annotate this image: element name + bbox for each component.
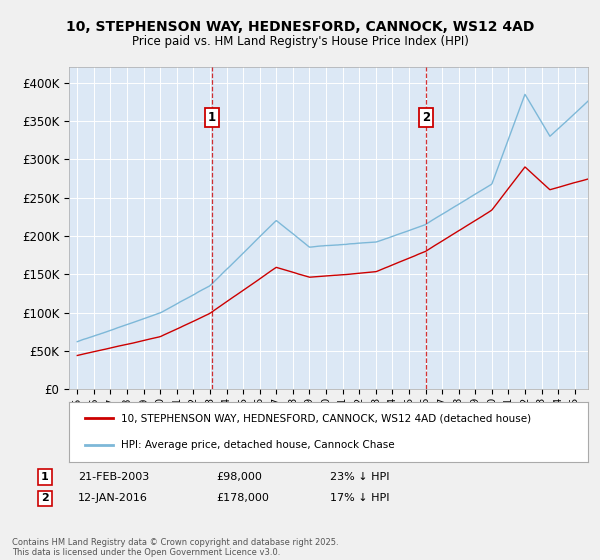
- Text: 12-JAN-2016: 12-JAN-2016: [78, 493, 148, 503]
- Text: 10, STEPHENSON WAY, HEDNESFORD, CANNOCK, WS12 4AD (detached house): 10, STEPHENSON WAY, HEDNESFORD, CANNOCK,…: [121, 413, 531, 423]
- Text: 17% ↓ HPI: 17% ↓ HPI: [330, 493, 389, 503]
- Text: 23% ↓ HPI: 23% ↓ HPI: [330, 472, 389, 482]
- Text: Contains HM Land Registry data © Crown copyright and database right 2025.
This d: Contains HM Land Registry data © Crown c…: [12, 538, 338, 557]
- Text: 10, STEPHENSON WAY, HEDNESFORD, CANNOCK, WS12 4AD: 10, STEPHENSON WAY, HEDNESFORD, CANNOCK,…: [66, 20, 534, 34]
- Text: £98,000: £98,000: [216, 472, 262, 482]
- Text: 1: 1: [41, 472, 49, 482]
- Text: HPI: Average price, detached house, Cannock Chase: HPI: Average price, detached house, Cann…: [121, 440, 395, 450]
- Text: 2: 2: [41, 493, 49, 503]
- Text: 2: 2: [422, 111, 430, 124]
- Text: 21-FEB-2003: 21-FEB-2003: [78, 472, 149, 482]
- Text: £178,000: £178,000: [216, 493, 269, 503]
- Text: 1: 1: [208, 111, 216, 124]
- Text: Price paid vs. HM Land Registry's House Price Index (HPI): Price paid vs. HM Land Registry's House …: [131, 35, 469, 48]
